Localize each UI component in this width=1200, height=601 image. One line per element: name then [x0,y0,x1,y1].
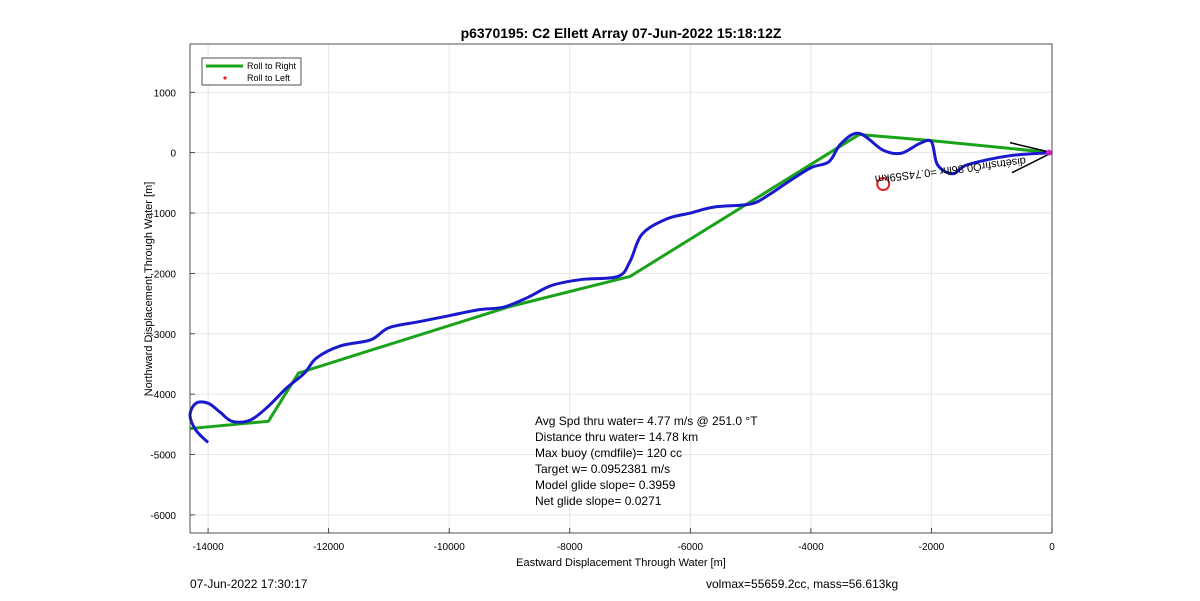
stat-model-glide-slope: Model glide slope= 0.3959 [535,478,676,492]
stat-avg-speed: Avg Spd thru water= 4.77 m/s @ 251.0 °T [535,414,758,428]
plot-frame [189,43,1053,534]
y-tick-label: -5000 [150,451,176,462]
footer-volmax-mass: volmax=55659.2cc, mass=56.613kg [706,577,899,591]
stat-distance: Distance thru water= 14.78 km [535,430,698,444]
x-tick-label: -4000 [798,542,824,553]
stat-net-glide-slope: Net glide slope= 0.0271 [535,494,662,508]
y-tick-label: -1000 [150,209,176,220]
heading-arrow-upper [1009,141,1053,154]
stat-max-buoy: Max buoy (cmdfile)= 120 cc [535,446,682,460]
y-tick-label: -4000 [150,390,176,401]
legend-box [201,57,302,86]
y-axis-label: Northward Displacement Through Water [m] [143,182,155,397]
axis-ticks: -14000 -12000 -10000 -8000 -6000 -4000 -2000 01… [150,88,1055,553]
glider-track-line [188,131,1053,444]
x-tick-label: 0 [1049,542,1055,553]
y-tick-label: 0 [170,149,176,160]
legend: Roll to Right Roll to Left [201,57,302,86]
heading-arrow-lower [1011,151,1053,174]
plot-area [190,44,1052,533]
legend-marker-roll-left [223,76,227,80]
series-group [188,131,1053,444]
y-tick-label: 1000 [154,88,177,99]
x-tick-label: -8000 [557,542,583,553]
waypoint-circle [876,177,891,192]
x-tick-label: -12000 [313,542,345,553]
legend-label-roll-right: Roll to Right [247,61,297,71]
x-axis-label: Eastward Displacement Through Water [m] [516,557,726,569]
footer-timestamp: 07-Jun-2022 17:30:17 [190,577,308,591]
y-tick-label: -2000 [150,269,176,280]
stats-text: Avg Spd thru water= 4.77 m/s @ 251.0 °T … [535,414,758,508]
chart-title: p6370195: C2 Ellett Array 07-Jun-2022 15… [461,25,782,41]
x-tick-label: -2000 [919,542,945,553]
x-tick-label: -10000 [434,542,466,553]
series-roll-to-right-line [189,133,1053,431]
x-tick-label: -14000 [193,542,225,553]
x-tick-label: -6000 [678,542,704,553]
y-tick-label: -3000 [150,330,176,341]
current-position-marker [1046,149,1052,156]
y-tick-label: -6000 [150,511,176,522]
legend-label-roll-left: Roll to Left [247,73,291,83]
stat-target-w: Target w= 0.0952381 m/s [535,462,670,476]
